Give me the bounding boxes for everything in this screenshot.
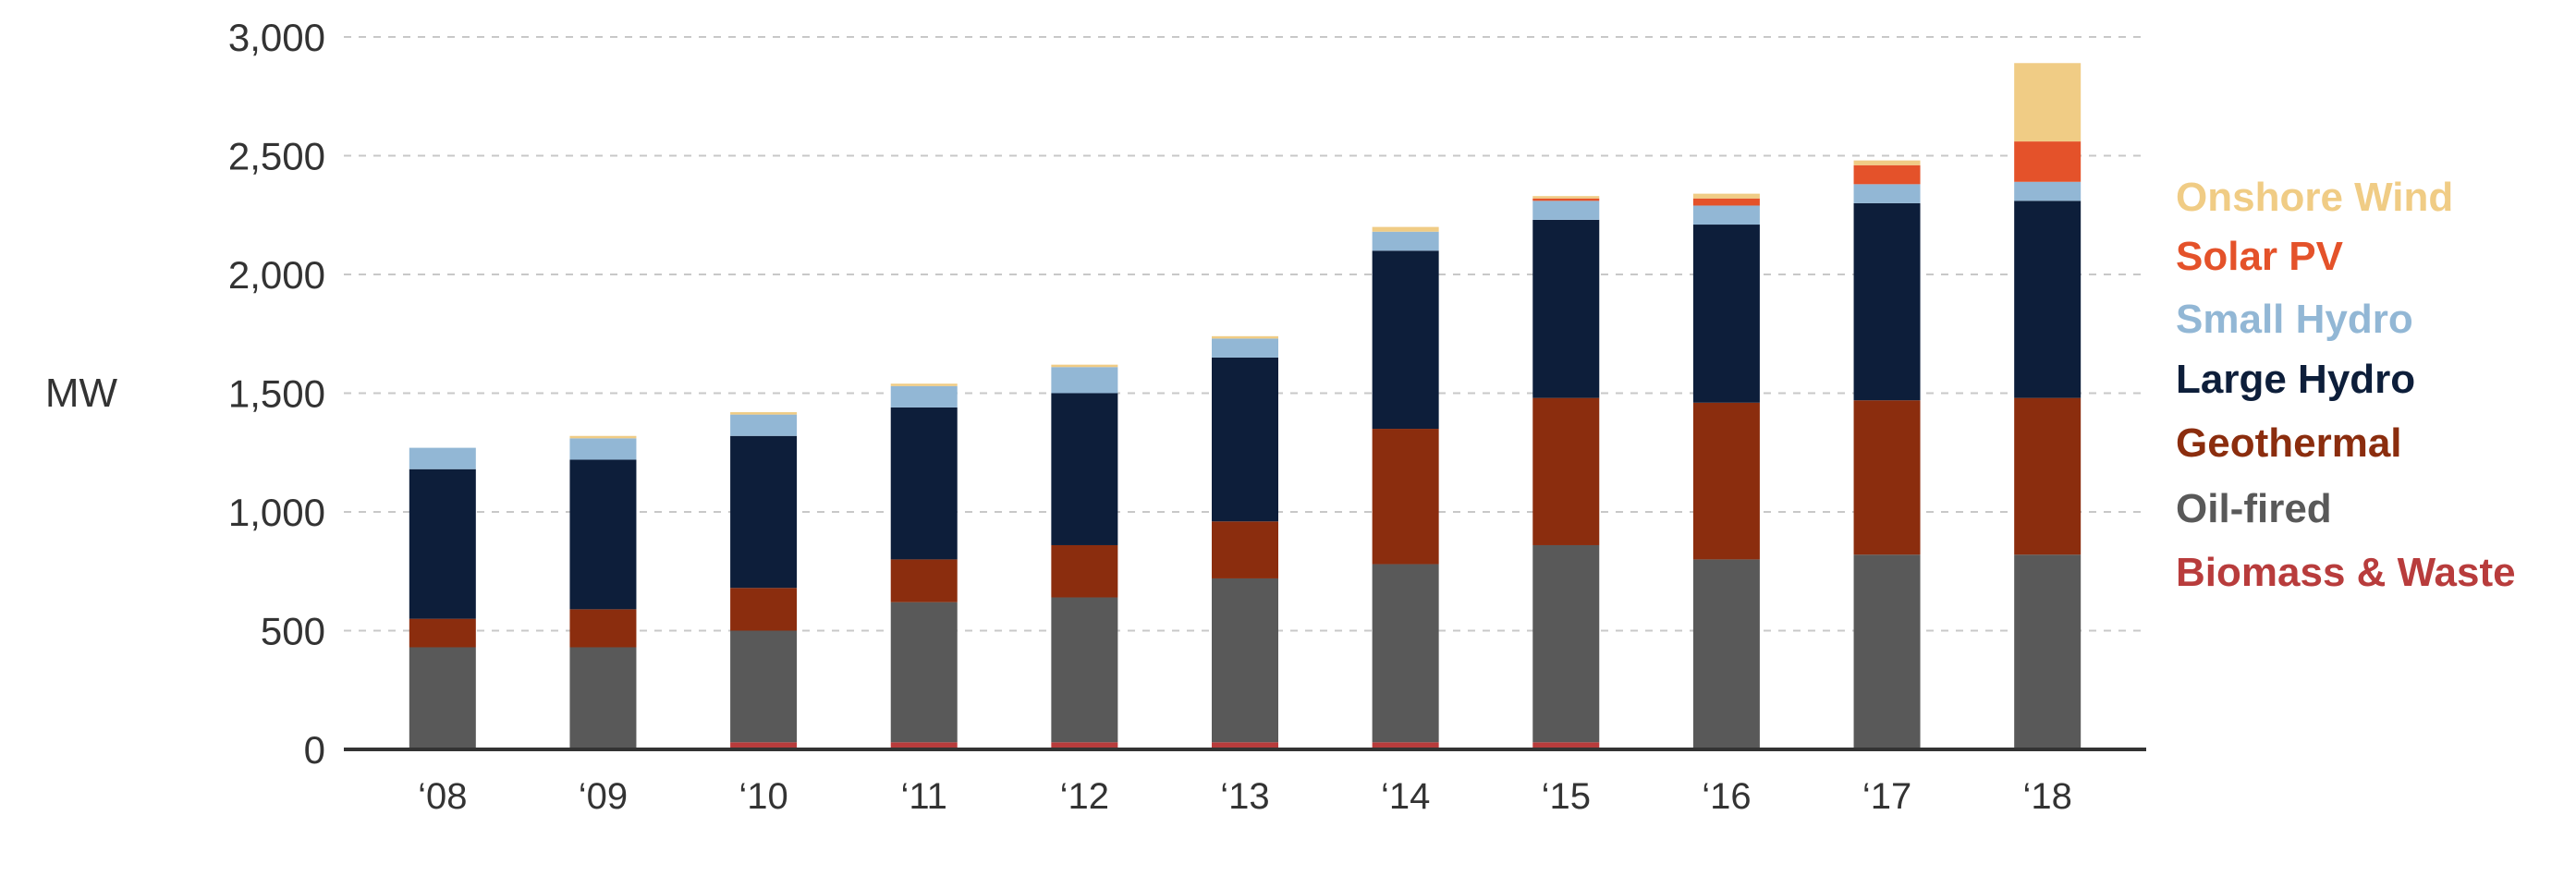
y-tick-label: 0 <box>304 728 325 772</box>
x-tick-label: ‘09 <box>579 776 628 817</box>
bar-segment <box>2014 554 2082 749</box>
x-tick-label: ‘15 <box>1542 776 1591 817</box>
bar-segment <box>730 414 798 436</box>
bar-segment <box>730 588 798 631</box>
bar-segment <box>1372 742 1439 749</box>
bar-segment <box>2014 63 2082 142</box>
bar-segment <box>1372 250 1439 430</box>
bar-segment <box>409 468 476 619</box>
bars <box>409 63 2082 749</box>
legend-entry: Biomass & Waste <box>2176 550 2516 595</box>
bar-segment <box>1372 226 1439 232</box>
bar-segment <box>890 559 958 602</box>
y-tick-label: 1,000 <box>228 491 325 534</box>
bar-segment <box>730 630 798 743</box>
bar-segment <box>1853 160 1921 165</box>
bar-segment <box>890 383 958 386</box>
x-axis: ‘08 ‘09 ‘10 ‘11 ‘12 ‘13 ‘14 ‘15 ‘16 ‘17 ‘18 <box>418 776 2072 817</box>
legend-entry: Large Hydro <box>2176 357 2415 402</box>
bar-segment <box>2014 181 2082 201</box>
x-tick-label: ‘10 <box>739 776 787 817</box>
bar-segment <box>1532 742 1600 749</box>
bar-segment <box>890 407 958 560</box>
bar-segment <box>1532 544 1600 743</box>
bar-segment <box>1051 367 1118 394</box>
x-tick-label: ‘08 <box>418 776 467 817</box>
legend-entry: Small Hydro <box>2176 297 2413 342</box>
y-tick-label: 2,000 <box>228 253 325 297</box>
x-tick-label: ‘13 <box>1220 776 1269 817</box>
bar-segment <box>1853 554 1921 749</box>
bar-segment <box>1532 397 1600 545</box>
bar-segment <box>1532 196 1600 199</box>
bar-segment <box>1853 400 1921 555</box>
y-axis-label: MW <box>45 371 118 416</box>
legend-entry: Geothermal <box>2176 420 2402 466</box>
x-tick-label: ‘18 <box>2022 776 2071 817</box>
bar-segment <box>890 385 958 408</box>
bar-segment <box>1692 198 1760 206</box>
bar-segment <box>569 438 637 460</box>
bar-segment <box>730 412 798 415</box>
y-tick-label: 1,500 <box>228 372 325 416</box>
bar-segment <box>1212 335 1278 339</box>
bar-segment <box>1051 544 1118 598</box>
y-tick-label: 2,500 <box>228 135 325 178</box>
bar-segment <box>1212 357 1278 522</box>
bar-segment <box>409 618 476 648</box>
bar-segment <box>1212 742 1278 749</box>
y-axis: 0 500 1,000 1,500 2,000 2,500 3,000 <box>228 16 325 772</box>
bar-segment <box>1212 578 1278 743</box>
legend-entry: Oil-fired <box>2176 486 2332 531</box>
bar-segment <box>1692 402 1760 560</box>
bar-segment <box>1532 198 1600 201</box>
bar-segment <box>1532 219 1600 398</box>
legend-entry: Onshore Wind <box>2176 175 2453 220</box>
x-tick-label: ‘12 <box>1060 776 1109 817</box>
bar-segment <box>409 647 476 749</box>
legend: Onshore Wind Solar PV Small Hydro Large Hyd… <box>2176 175 2516 595</box>
bar-segment <box>1692 225 1760 403</box>
bar-segment <box>1051 364 1118 368</box>
bar-segment <box>569 435 637 439</box>
bar-segment <box>2014 201 2082 398</box>
y-tick-label: 500 <box>261 610 325 653</box>
bar-segment <box>569 459 637 610</box>
x-tick-label: ‘11 <box>901 776 947 817</box>
bar-segment <box>1372 231 1439 251</box>
bar-segment <box>1692 193 1760 199</box>
y-tick-label: 3,000 <box>228 16 325 59</box>
bar-segment <box>1853 184 1921 203</box>
bar-segment <box>1692 205 1760 225</box>
bar-segment <box>1532 201 1600 220</box>
bar-segment <box>1051 597 1118 743</box>
bar-segment <box>1853 164 1921 185</box>
bar-segment <box>2014 397 2082 555</box>
x-tick-label: ‘16 <box>1702 776 1751 817</box>
bar-segment <box>1212 521 1278 578</box>
bar-segment <box>730 742 798 749</box>
gridlines <box>344 36 2146 632</box>
bar-segment <box>1051 393 1118 545</box>
bar-segment <box>730 435 798 589</box>
x-tick-label: ‘14 <box>1381 776 1430 817</box>
bar-segment <box>1051 742 1118 749</box>
bar-segment <box>2014 141 2082 182</box>
bar-segment <box>890 602 958 743</box>
bar-segment <box>1372 429 1439 565</box>
x-tick-label: ‘17 <box>1862 776 1911 817</box>
bar-segment <box>1692 559 1760 749</box>
bar-segment <box>569 609 637 648</box>
bar-segment <box>569 647 637 749</box>
bar-segment <box>890 742 958 749</box>
bar-segment <box>1212 338 1278 358</box>
bar-segment <box>409 447 476 469</box>
bar-segment <box>1372 564 1439 743</box>
legend-entry: Solar PV <box>2176 234 2344 279</box>
bar-segment <box>1853 202 1921 401</box>
